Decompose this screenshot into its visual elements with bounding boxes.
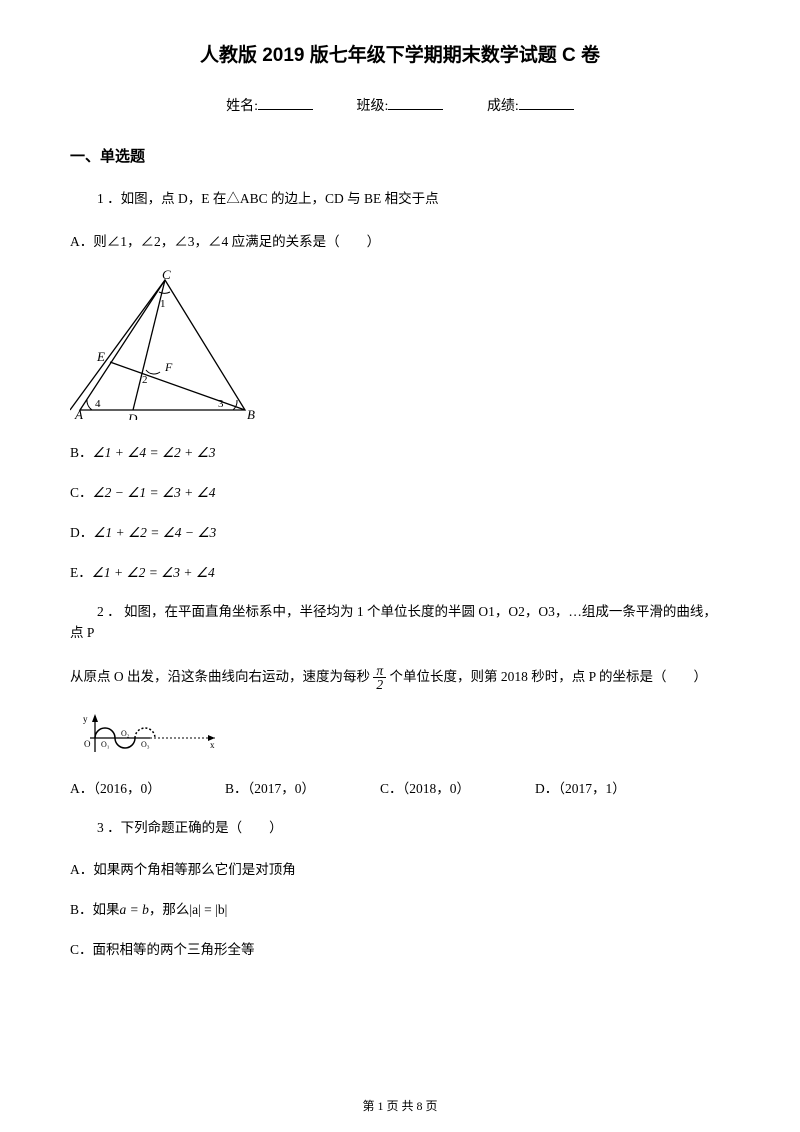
svg-text:O₃: O₃	[141, 740, 150, 749]
section-heading-1: 一、单选题	[70, 145, 730, 166]
q2-stem-line1: 2 ． 如图，在平面直角坐标系中，半径均为 1 个单位长度的半圆 O1，O2，O…	[70, 601, 730, 644]
q1-c-equation: ∠2 − ∠1 = ∠3 + ∠4	[93, 485, 216, 500]
q3-option-b: B．如果a = b，那么|a| = |b|	[70, 898, 730, 918]
q2-option-c: C．（2018，0）	[380, 777, 535, 797]
exam-title: 人教版 2019 版七年级下学期期末数学试题 C 卷	[70, 40, 730, 67]
q1-b-equation: ∠1 + ∠4 = ∠2 + ∠3	[93, 445, 216, 460]
svg-text:O₁: O₁	[101, 740, 110, 749]
q1-option-a: A．则∠1，∠2，∠3，∠4 应满足的关系是（ ）	[70, 230, 730, 250]
q1-stem: 1 ．如图，点 D，E 在△ABC 的边上，CD 与 BE 相交于点	[70, 188, 730, 210]
svg-text:O: O	[84, 739, 91, 749]
name-label: 姓名:	[226, 99, 258, 114]
svg-text:1: 1	[160, 298, 166, 310]
svg-text:C: C	[162, 270, 171, 282]
q2-option-b: B．（2017，0）	[225, 777, 380, 797]
score-label: 成绩:	[487, 99, 519, 114]
svg-text:3: 3	[218, 398, 224, 410]
fraction-pi-over-2: π2	[373, 664, 386, 692]
abs-equation: |a| = |b|	[189, 902, 227, 917]
q1-d-equation: ∠1 + ∠2 = ∠4 − ∠3	[93, 525, 216, 540]
class-label: 班级:	[357, 99, 389, 114]
svg-text:y: y	[83, 714, 88, 724]
class-blank[interactable]	[388, 109, 443, 110]
svg-text:E: E	[96, 349, 105, 364]
q2-options: A．（2016，0） B．（2017，0） C．（2018，0） D．（2017…	[70, 777, 730, 797]
q1-figure: A B C D E F 1 2 3 4	[70, 270, 730, 425]
name-blank[interactable]	[258, 109, 313, 110]
score-blank[interactable]	[519, 109, 574, 110]
svg-text:B: B	[247, 407, 255, 420]
q2-figure: y x O O₁ O₂ O₃	[70, 712, 730, 761]
q3-option-a: A．如果两个角相等那么它们是对顶角	[70, 858, 730, 878]
page-footer: 第 1 页 共 8 页	[0, 1097, 800, 1114]
svg-text:D: D	[127, 411, 138, 420]
student-info-line: 姓名: 班级: 成绩:	[70, 95, 730, 115]
q1-e-equation: ∠1 + ∠2 = ∠3 + ∠4	[92, 565, 215, 580]
q1-option-e: E．∠1 + ∠2 = ∠3 + ∠4	[70, 561, 730, 581]
svg-text:x: x	[210, 740, 215, 750]
q1-option-b: B．∠1 + ∠4 = ∠2 + ∠3	[70, 441, 730, 461]
q3-stem: 3 ．下列命题正确的是（ ）	[70, 817, 730, 839]
svg-text:4: 4	[95, 398, 101, 410]
q2-stem-line2: 从原点 O 出发，沿这条曲线向右运动，速度为每秒 π2 个单位长度，则第 201…	[70, 664, 730, 692]
svg-text:O₂: O₂	[121, 729, 130, 738]
q3-option-c: C．面积相等的两个三角形全等	[70, 938, 730, 958]
q1-option-c: C．∠2 − ∠1 = ∠3 + ∠4	[70, 481, 730, 501]
q2-option-a: A．（2016，0）	[70, 777, 225, 797]
svg-text:A: A	[74, 407, 83, 420]
q1-option-d: D．∠1 + ∠2 = ∠4 − ∠3	[70, 521, 730, 541]
svg-text:F: F	[164, 360, 173, 374]
q2-option-d: D．（2017，1）	[535, 777, 690, 797]
svg-text:2: 2	[142, 374, 148, 386]
